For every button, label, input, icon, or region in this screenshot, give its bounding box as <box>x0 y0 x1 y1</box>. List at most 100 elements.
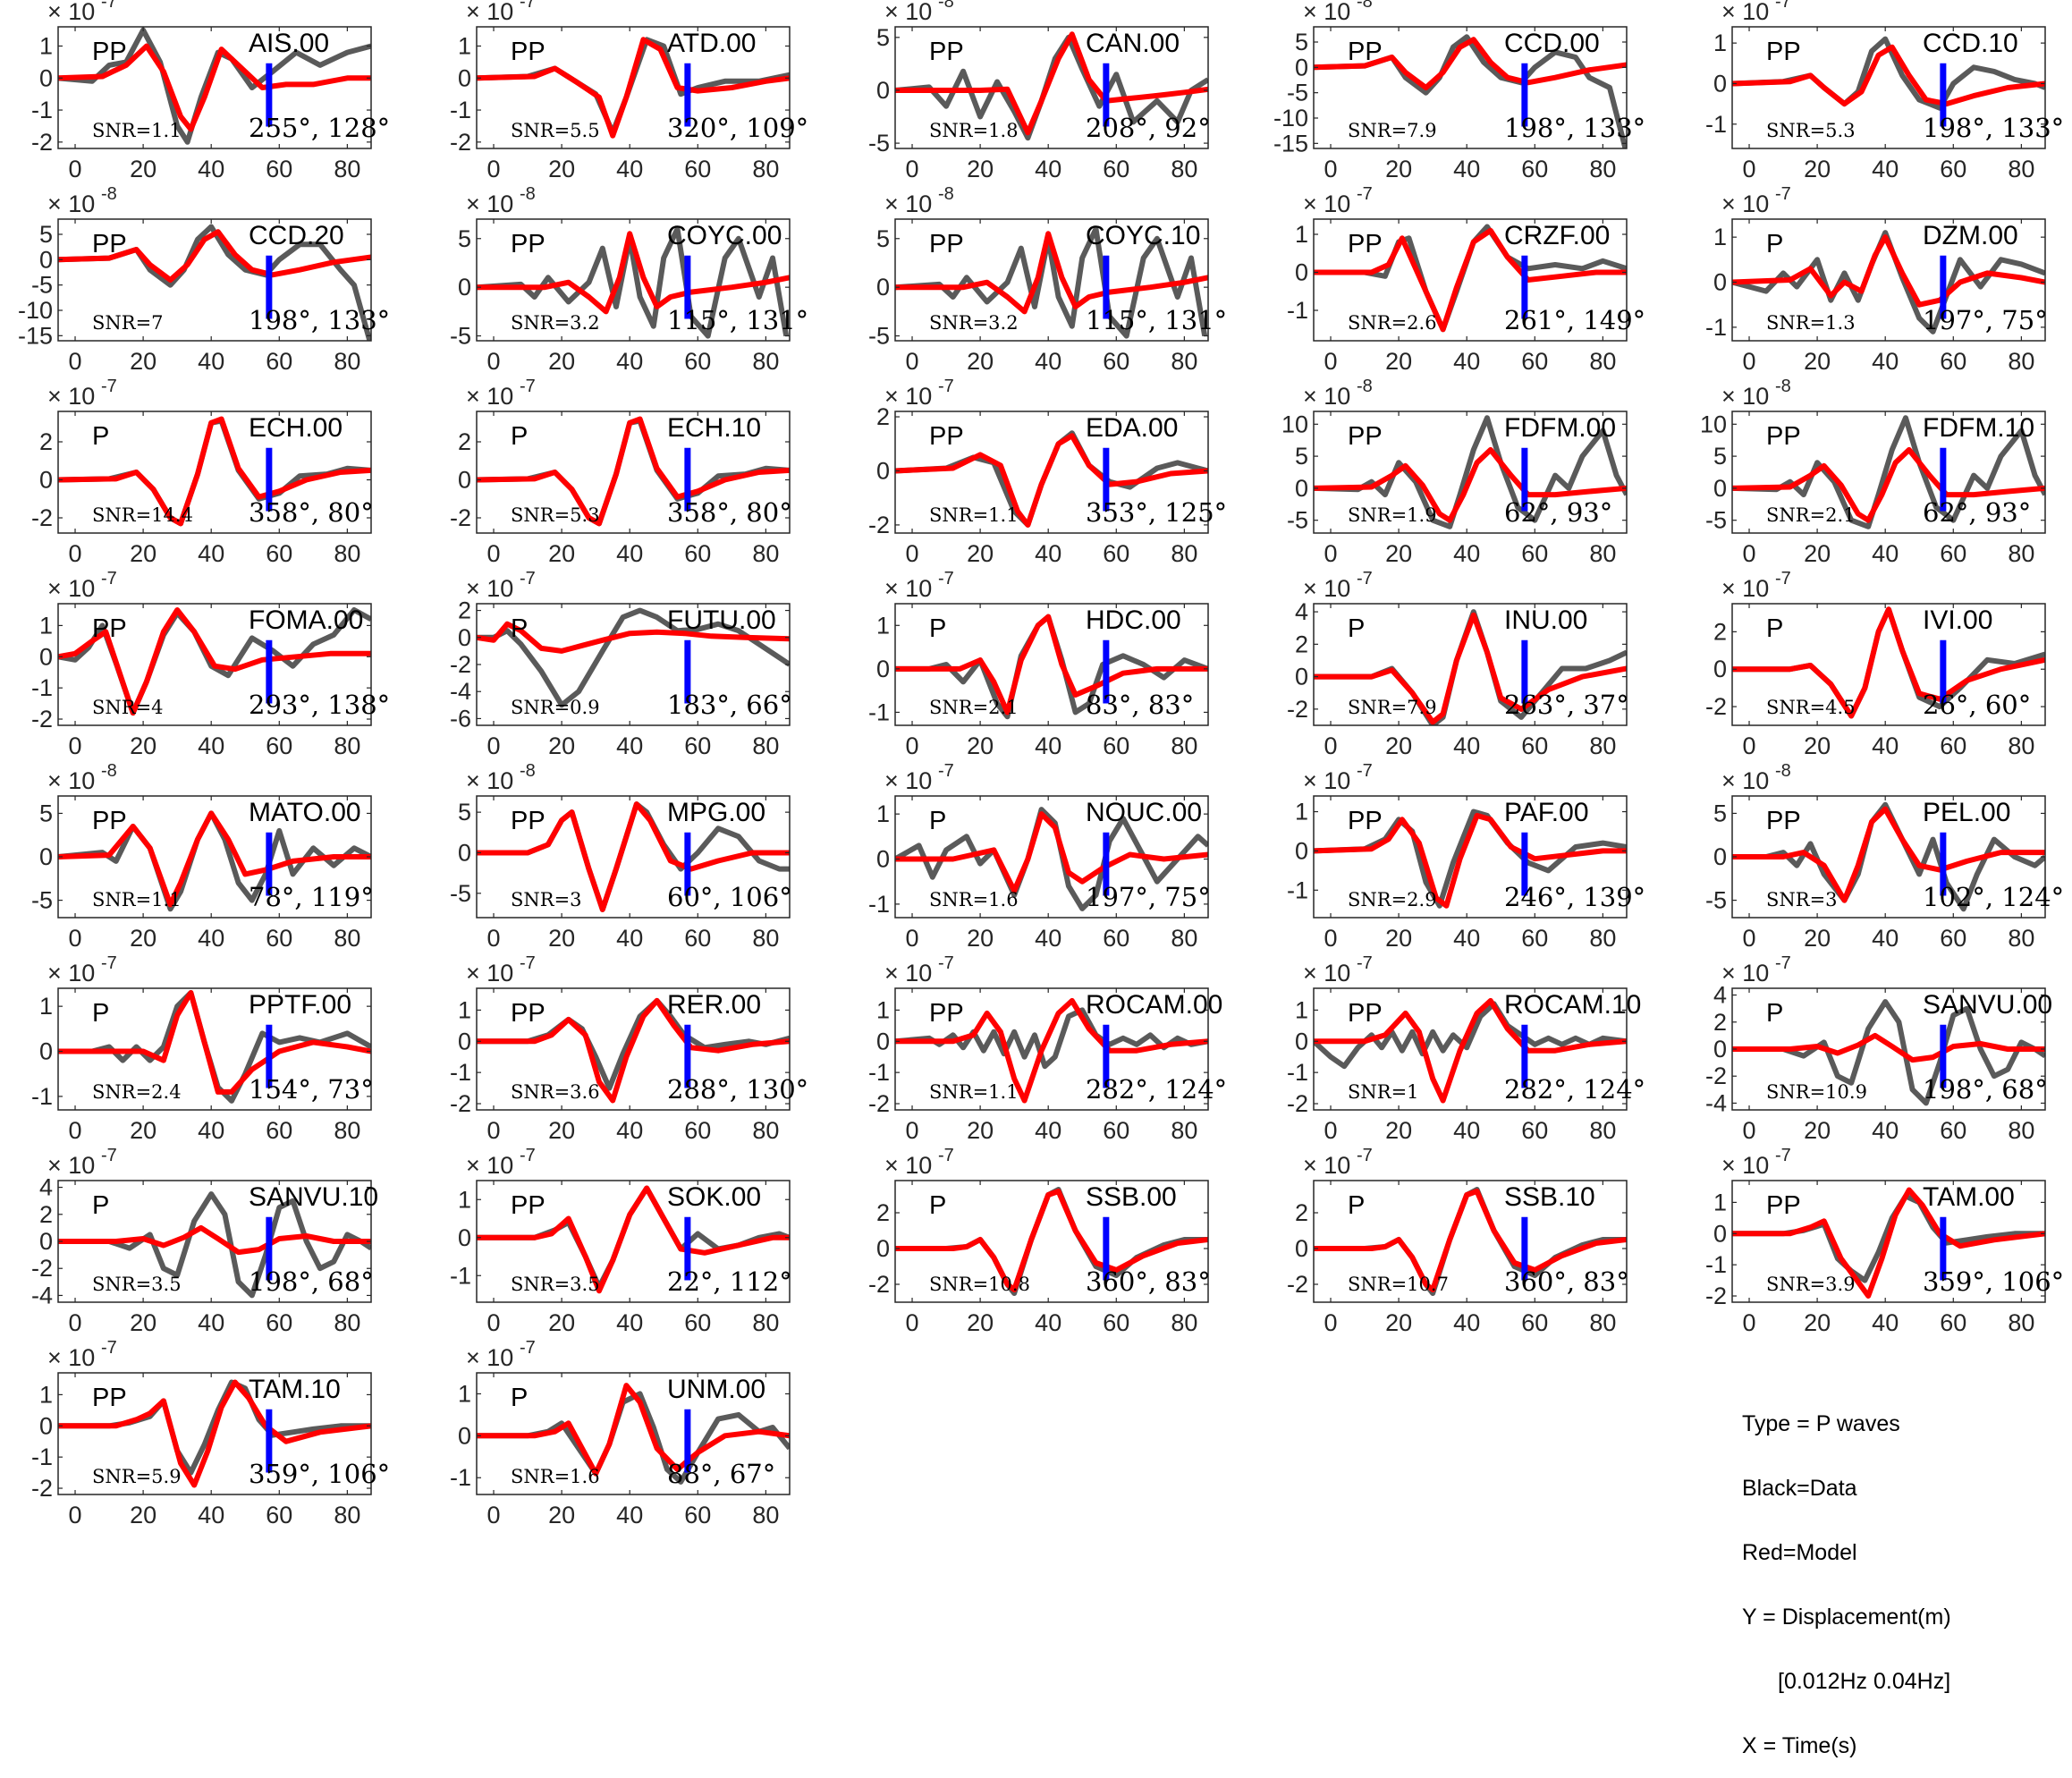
x-tick-label: 0 <box>487 540 501 567</box>
x-tick-label: 20 <box>130 156 156 182</box>
data-trace <box>895 225 1208 339</box>
x-tick-label: 60 <box>266 1502 292 1528</box>
exponent-power: -7 <box>1775 569 1791 588</box>
snr-label: SNR=4.5 <box>1766 697 1856 718</box>
x-tick-label: 0 <box>906 156 919 182</box>
axes-box <box>57 218 372 342</box>
snr-label: SNR=5.3 <box>511 504 600 526</box>
model-trace <box>1732 446 2045 523</box>
x-tick-label: 0 <box>69 1117 82 1144</box>
y-tick-label: -2 <box>450 504 471 531</box>
legend-band: [0.012Hz 0.04Hz] <box>1778 1669 1951 1694</box>
x-tick-label: 40 <box>1453 1117 1480 1144</box>
y-tick-label: 10 <box>1700 411 1727 437</box>
angles-label: 115°, 131° <box>1086 305 1227 335</box>
x-tick-label: 20 <box>1804 540 1831 567</box>
x-tick-label: 0 <box>69 540 82 567</box>
x-tick-label: 60 <box>1521 925 1548 952</box>
x-tick-label: 80 <box>1589 925 1616 952</box>
y-tick-label: 2 <box>1295 1199 1308 1226</box>
y-tick-label: 0 <box>39 1038 53 1065</box>
axes-box <box>57 1372 372 1495</box>
y-tick-label: -5 <box>31 272 53 299</box>
model-trace <box>58 990 371 1095</box>
panel-tam-00: 0 20 40 60 80 1 0 -1 -2 × 10 -7 PP TAM.00 SNR=3.9 359°… <box>1705 1146 2064 1336</box>
x-tick-label: 0 <box>69 156 82 182</box>
y-tick-label: 1 <box>1295 996 1308 1023</box>
exponent-label: × 10 <box>466 1152 513 1179</box>
phase-label: P <box>1766 999 1783 1028</box>
x-tick-label: 40 <box>1035 156 1061 182</box>
phase-label: PP <box>1348 38 1383 66</box>
panel-pel-00: 0 20 40 60 80 5 0 -5 × 10 -8 PP PEL.00 SNR=3 102°, 12… <box>1705 761 2064 952</box>
figure-legend: Type = P waves Black=Data Red=Model Y = … <box>1742 1370 1951 1778</box>
phase-label: PP <box>92 1384 127 1412</box>
phase-label: P <box>511 1384 528 1412</box>
station-label: CAN.00 <box>1086 29 1180 58</box>
x-tick-label: 60 <box>684 348 711 375</box>
model-trace <box>477 1383 790 1477</box>
x-tick-label: 0 <box>69 348 82 375</box>
x-tick-label: 0 <box>906 732 919 759</box>
x-tick-label: 20 <box>967 732 994 759</box>
angles-label: 360°, 83° <box>1504 1266 1629 1297</box>
x-tick-label: 20 <box>1804 1309 1831 1336</box>
exponent-label: × 10 <box>1303 960 1350 986</box>
model-trace <box>58 607 371 716</box>
snr-label: SNR=1.6 <box>929 889 1019 910</box>
phase-label: PP <box>929 230 964 258</box>
axes-box <box>1313 1180 1628 1303</box>
exponent-label: × 10 <box>884 0 932 25</box>
x-tick-label: 40 <box>198 1117 224 1144</box>
x-tick-label: 20 <box>967 925 994 952</box>
x-tick-label: 60 <box>1940 1117 1966 1144</box>
y-tick-label: 1 <box>39 993 53 1020</box>
model-trace <box>895 1189 1208 1292</box>
exponent-power: -8 <box>1775 761 1791 781</box>
axes-box <box>476 1180 791 1303</box>
station-label: AIS.00 <box>249 29 329 58</box>
model-trace <box>1314 812 1627 909</box>
axes-box <box>1731 411 2046 534</box>
snr-label: SNR=1.6 <box>511 1466 600 1487</box>
x-tick-label: 60 <box>266 1309 292 1336</box>
exponent-label: × 10 <box>47 383 95 410</box>
exponent-label: × 10 <box>1721 190 1769 217</box>
angles-label: 320°, 109° <box>667 113 808 143</box>
y-tick-label: -2 <box>31 706 53 732</box>
station-label: MPG.00 <box>667 798 765 827</box>
y-tick-label: 0 <box>458 1224 471 1251</box>
model-trace <box>895 997 1208 1104</box>
y-tick-label: 0 <box>876 1028 890 1054</box>
exponent-power: -7 <box>520 1146 536 1165</box>
legend-red: Red=Model <box>1742 1540 1857 1565</box>
x-tick-label: 40 <box>1453 925 1480 952</box>
y-tick-label: 0 <box>1295 664 1308 690</box>
x-tick-label: 40 <box>1035 1309 1061 1336</box>
phase-label: PP <box>511 230 545 258</box>
y-tick-label: -1 <box>31 674 53 701</box>
phase-label: P <box>92 999 109 1028</box>
exponent-power: -8 <box>1357 377 1373 396</box>
exponent-power: -8 <box>101 184 117 204</box>
panel-pptf-00: 0 20 40 60 80 1 0 -1 × 10 -7 P PPTF.00 SNR=2.4 154°, … <box>31 953 374 1144</box>
panel-coyc-10: 0 20 40 60 80 5 0 -5 × 10 -8 PP COYC.10 SNR=3.2 115°,… <box>868 184 1227 375</box>
station-label: FUTU.00 <box>667 605 776 635</box>
angles-label: 197°, 75° <box>1923 305 2048 335</box>
phase-label: P <box>1348 1191 1365 1220</box>
axes-box <box>57 411 372 534</box>
x-tick-label: 80 <box>1171 348 1197 375</box>
snr-label: SNR=3.6 <box>511 1081 600 1103</box>
exponent-power: -7 <box>101 377 117 396</box>
angles-label: 198°, 133° <box>1923 113 2064 143</box>
x-tick-label: 80 <box>752 540 779 567</box>
x-tick-label: 60 <box>1521 1309 1548 1336</box>
x-tick-label: 60 <box>684 540 711 567</box>
x-tick-label: 0 <box>487 925 501 952</box>
model-trace <box>1314 1189 1627 1292</box>
x-tick-label: 80 <box>2008 348 2034 375</box>
exponent-label: × 10 <box>1721 0 1769 25</box>
y-tick-label: 1 <box>1295 799 1308 826</box>
